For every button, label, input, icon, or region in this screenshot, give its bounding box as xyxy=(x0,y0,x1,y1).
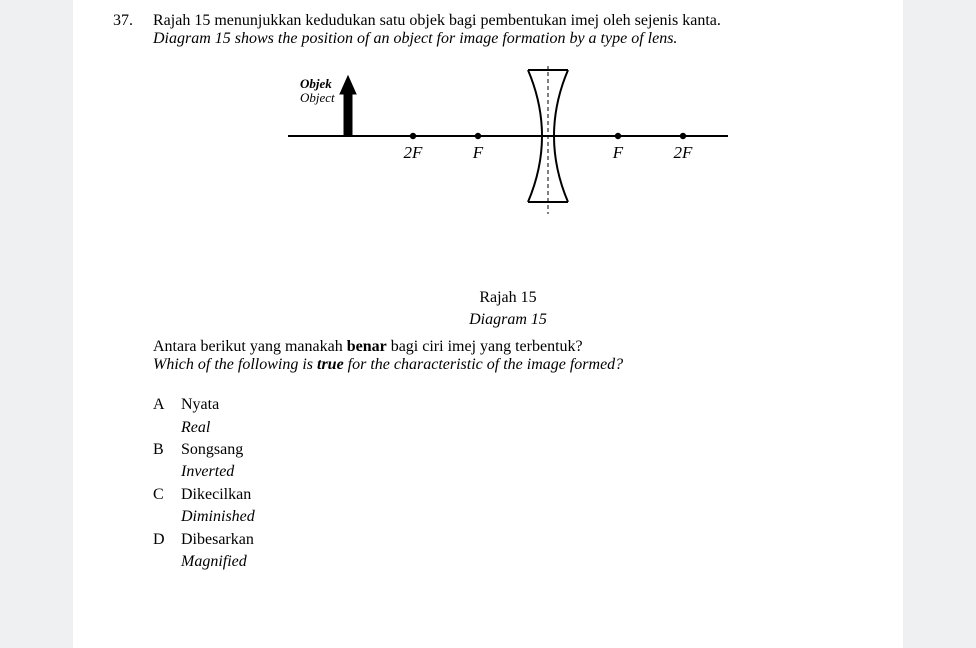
diagram-container: ObjekObject 2F F F 2F Rajah 15 Diagram 15 xyxy=(153,66,863,330)
option-text-en: Inverted xyxy=(181,461,863,483)
option-letter: A xyxy=(153,394,181,416)
option-text-ms: Nyata xyxy=(181,394,863,416)
stem-en: Diagram 15 shows the position of an obje… xyxy=(153,30,863,48)
svg-text:Objek: Objek xyxy=(300,76,332,91)
subquestion-ms: Antara berikut yang manakah benar bagi c… xyxy=(153,338,863,356)
option-text-ms: Dikecilkan xyxy=(181,484,863,506)
option-letter: C xyxy=(153,484,181,506)
option-text-en: Real xyxy=(181,417,863,439)
question-body: Rajah 15 menunjukkan kedudukan satu obje… xyxy=(153,12,863,573)
subquestion-en: Which of the following is true for the c… xyxy=(153,356,863,374)
caption-en: Diagram 15 xyxy=(469,311,547,328)
option-row: ANyata xyxy=(153,394,863,416)
option-letter: D xyxy=(153,529,181,551)
option-letter: B xyxy=(153,439,181,461)
option-row: BSongsang xyxy=(153,439,863,461)
option-text-en: Magnified xyxy=(181,551,863,573)
option-row-en: Inverted xyxy=(153,461,863,483)
svg-text:2F: 2F xyxy=(674,143,694,162)
svg-text:F: F xyxy=(612,143,624,162)
option-row: CDikecilkan xyxy=(153,484,863,506)
svg-text:F: F xyxy=(472,143,484,162)
stem-ms: Rajah 15 menunjukkan kedudukan satu obje… xyxy=(153,12,863,30)
option-row-en: Magnified xyxy=(153,551,863,573)
option-row-en: Real xyxy=(153,417,863,439)
option-text-en: Diminished xyxy=(181,506,863,528)
caption-ms: Rajah 15 xyxy=(479,289,536,306)
svg-text:2F: 2F xyxy=(404,143,424,162)
page: 37. Rajah 15 menunjukkan kedudukan satu … xyxy=(73,0,903,648)
option-row-en: Diminished xyxy=(153,506,863,528)
lens-diagram: ObjekObject 2F F F 2F xyxy=(258,66,758,276)
question-number: 37. xyxy=(113,12,153,30)
question-block: 37. Rajah 15 menunjukkan kedudukan satu … xyxy=(113,12,863,573)
svg-text:Object: Object xyxy=(300,90,335,105)
diagram-caption: Rajah 15 Diagram 15 xyxy=(153,287,863,330)
option-text-ms: Songsang xyxy=(181,439,863,461)
options-list: ANyataRealBSongsangInvertedCDikecilkanDi… xyxy=(153,394,863,573)
option-text-ms: Dibesarkan xyxy=(181,529,863,551)
option-row: DDibesarkan xyxy=(153,529,863,551)
